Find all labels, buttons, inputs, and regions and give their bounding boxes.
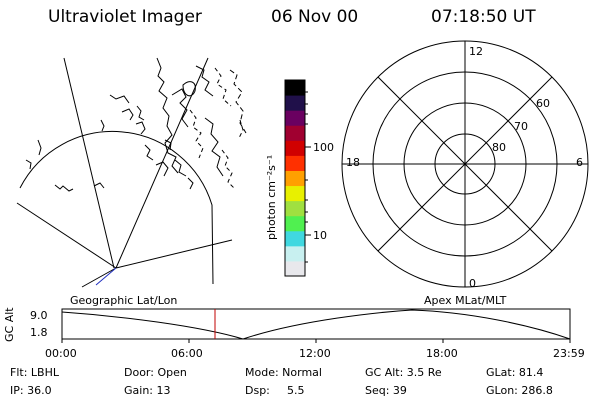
spacecraft-track [95, 267, 117, 286]
coastline [221, 149, 235, 189]
colorbar-segment [285, 140, 305, 156]
meridian-line [81, 267, 117, 288]
time-label: 07:18:50 UT [431, 7, 536, 27]
colorbar-frame [284, 79, 306, 277]
geographic-map [16, 57, 247, 288]
coastline [214, 67, 232, 107]
coastline [121, 108, 134, 121]
timeline-tick-label: 18:00 [426, 347, 458, 360]
colorbar-segment [285, 200, 305, 217]
status-glon: GLon: 286.8 [486, 384, 553, 397]
lat-label-60: 60 [536, 97, 550, 110]
latitude-circle [19, 130, 214, 285]
timeline-tick-label: 23:59 [553, 347, 585, 360]
coastline [182, 81, 196, 97]
coastline [144, 144, 154, 161]
colorbar-segment [285, 110, 305, 126]
colorbar-segment [285, 245, 305, 262]
timeline-tick-label: 06:00 [171, 347, 203, 360]
coastline [156, 57, 179, 174]
coastline [189, 109, 204, 159]
colorbar-segment [285, 155, 305, 171]
mlt-label-18: 18 [346, 156, 360, 169]
colorbar [285, 80, 305, 277]
timeline-y-axis-label: GC Alt [3, 307, 16, 342]
colorbar-tick-100: 100 [313, 141, 334, 154]
status-gain: Gain: 13 [124, 384, 171, 397]
timeline-ticks [61, 339, 571, 343]
lat-label-80: 80 [492, 141, 506, 154]
status-glat: GLat: 81.4 [486, 366, 544, 379]
coastline [54, 184, 74, 192]
colorbar-tick-10: 10 [313, 229, 327, 242]
coastline [229, 69, 247, 134]
timeline-tick-label: 12:00 [299, 347, 331, 360]
coastline [204, 117, 224, 177]
coastline [25, 159, 32, 170]
colorbar-segment [285, 80, 305, 96]
coastline [135, 121, 146, 135]
lat-label-70: 70 [514, 120, 528, 133]
status-door: Door: Open [124, 366, 187, 379]
colorbar-segment [285, 170, 305, 187]
mlt-label-0: 0 [469, 277, 476, 290]
meridian-line [115, 239, 233, 269]
status-seq: Seq: 39 [365, 384, 407, 397]
apex-label: Apex MLat/MLT [424, 294, 507, 307]
coastline [136, 105, 145, 121]
instrument-title: Ultraviolet Imager [48, 7, 202, 27]
mlt-label-6: 6 [576, 156, 583, 169]
coastline [171, 88, 189, 128]
status-dsp-value: 5.5 [287, 384, 305, 397]
timeline-tick-label: 00:00 [45, 347, 77, 360]
colorbar-segment [285, 230, 305, 247]
meridian-line [115, 57, 209, 269]
timeline-frame [61, 308, 571, 340]
status-gc-alt: GC Alt: 3.5 Re [365, 366, 442, 379]
coastline [93, 182, 105, 189]
coastline [155, 161, 169, 177]
meridian-line [16, 202, 117, 269]
timeline-y-max: 9.0 [30, 309, 48, 322]
coastline [37, 139, 42, 156]
coastline [187, 177, 194, 190]
geographic-label: Geographic Lat/Lon [70, 294, 178, 307]
status-ip: IP: 36.0 [10, 384, 52, 397]
coastline [195, 65, 214, 97]
colorbar-segment [285, 215, 305, 232]
altitude-curve [61, 309, 571, 340]
status-mode: Mode: Normal [245, 366, 322, 379]
coastline [100, 119, 105, 132]
colorbar-segment [285, 125, 305, 141]
coastline [174, 159, 187, 177]
colorbar-unit-label: photon cm⁻²s⁻¹ [265, 154, 278, 240]
coastline [109, 94, 130, 104]
coastline [238, 119, 244, 139]
timeline-y-min: 1.8 [30, 326, 48, 339]
colorbar-segment [285, 260, 305, 277]
mlt-label-12: 12 [469, 45, 483, 58]
polar-plot [341, 40, 589, 288]
colorbar-segment [285, 185, 305, 202]
colorbar-segment [285, 95, 305, 111]
status-dsp-label: Dsp: [245, 384, 270, 397]
mlt-diagonal [377, 76, 553, 252]
meridian-line [63, 57, 115, 269]
status-flt: Flt: LBHL [10, 366, 59, 379]
coastline [164, 139, 172, 151]
date-label: 06 Nov 00 [271, 7, 359, 27]
